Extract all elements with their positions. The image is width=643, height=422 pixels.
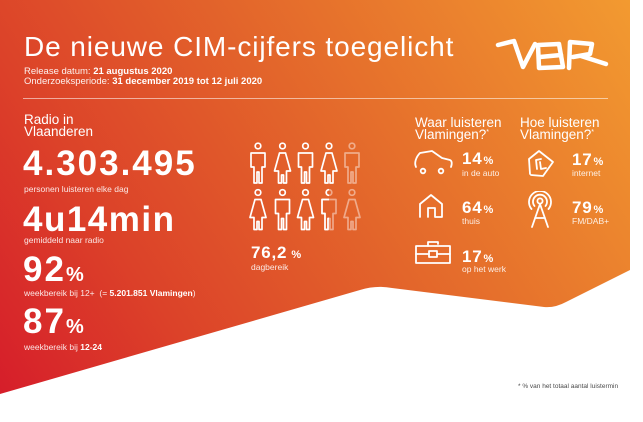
home-label: thuis [462,216,480,226]
var-logo-icon [495,38,609,71]
percent-sign: % [65,264,84,286]
work-share-value: 17 [462,247,483,266]
where-heading-text: Vlamingen? [415,127,487,142]
how-heading: Hoe luisteren Vlamingen?* [520,115,600,142]
fm-dab-label: FM/DAB+ [572,216,610,226]
daily-reach-value: 76,2 [251,243,288,262]
female-person-icon [320,142,338,184]
release-date: 21 augustus 2020 [93,66,173,77]
people-grid-icon [249,142,361,231]
female-person-icon [249,188,267,231]
percent-sign: % [483,155,494,167]
car-share: 14% [462,150,493,170]
how-heading-text: Vlamingen? [520,127,592,142]
fm-dab-share-value: 79 [572,198,593,217]
percent-sign: % [65,316,84,338]
female-person-faded-icon [343,188,361,231]
footnote: * % van het totaal aantal luistermin [518,383,619,390]
antenna-icon [528,191,552,228]
weekly-reach-12-24-label-text: weekbereik bij [24,342,81,352]
weekly-reach-12-24-value: 87 [23,302,66,341]
internet-share: 17% [572,151,603,171]
header-divider [23,98,608,99]
radio-heading-line2: Vlaanderen [24,124,94,139]
daily-reach: 76,2 % [251,244,301,264]
age-group: 12-24 [80,342,102,352]
radio-heading-line1: Radio in [24,112,74,127]
home-share: 64% [462,199,493,219]
where-heading: Waar luisteren Vlamingen?* [415,115,502,142]
research-period: 31 december 2019 tot 12 juli 2020 [112,76,263,87]
listeners-label: personen luisteren elke dag [24,184,129,194]
percent-sign: % [288,249,302,261]
male-person-faded-icon [344,142,360,184]
weekly-reach-extra-close: ) [192,288,196,298]
home-share-value: 64 [462,198,483,217]
release-label: Release datum: [24,66,94,77]
car-label: in de auto [462,168,500,178]
percent-sign: % [593,204,604,216]
release-info: Release datum: 21 augustus 2020 Onderzoe… [24,67,262,87]
weekly-reach-12-24: 87% [23,304,84,345]
weekly-reach-population: 5.201.851 Vlamingen [109,288,193,298]
weekly-reach-extra-open: (= [99,288,110,298]
weekly-reach-label-text: weekbereik bij 12+ [24,288,100,298]
female-person-icon [273,142,292,184]
duration-label: gemiddeld naar radio [24,235,104,245]
house-icon [419,194,443,218]
radio-heading: Radio in Vlaanderen [24,112,94,139]
research-period-line: Onderzoeksperiode: 31 december 2019 tot … [24,77,262,87]
asterisk: * [591,129,595,136]
weekly-reach-12-24-label: weekbereik bij 12-24 [24,342,102,352]
where-heading-line1: Waar luisteren [415,115,502,130]
percent-sign: % [483,253,494,265]
right-margin [630,0,643,422]
percent-sign: % [593,156,604,168]
fm-dab-share: 79% [572,199,603,219]
work-label: op het werk [462,264,506,274]
female-person-icon [296,188,315,231]
male-person-icon [274,188,291,231]
how-heading-line2: Vlamingen?* [520,127,600,142]
internet-label: internet [572,168,601,178]
car-share-value: 14 [462,149,483,168]
male-person-icon [297,142,314,184]
listeners-count: 4.303.495 [23,144,197,183]
car-icon [414,150,453,175]
internet-icon [528,150,554,177]
weekly-reach-12plus: 92% [23,252,84,293]
period-label: Onderzoeksperiode: [24,76,113,87]
internet-share-value: 17 [572,150,593,169]
daily-reach-label: dagbereik [251,262,289,272]
male-person-icon [250,142,266,184]
weekly-reach-12plus-label: weekbereik bij 12+ (= 5.201.851 Vlaminge… [24,288,196,298]
listening-duration: 4u14min [23,200,176,239]
page-title: De nieuwe CIM-cijfers toegelicht [24,31,455,62]
percent-sign: % [483,204,494,216]
briefcase-icon [415,241,451,264]
where-heading-line2: Vlamingen?* [415,127,502,142]
work-share: 17% [462,248,493,268]
male-person-half-icon [321,188,337,231]
asterisk: * [486,129,490,136]
weekly-reach-12plus-value: 92 [23,250,66,289]
release-date-line: Release datum: 21 augustus 2020 [24,67,262,77]
how-heading-line1: Hoe luisteren [520,115,600,130]
